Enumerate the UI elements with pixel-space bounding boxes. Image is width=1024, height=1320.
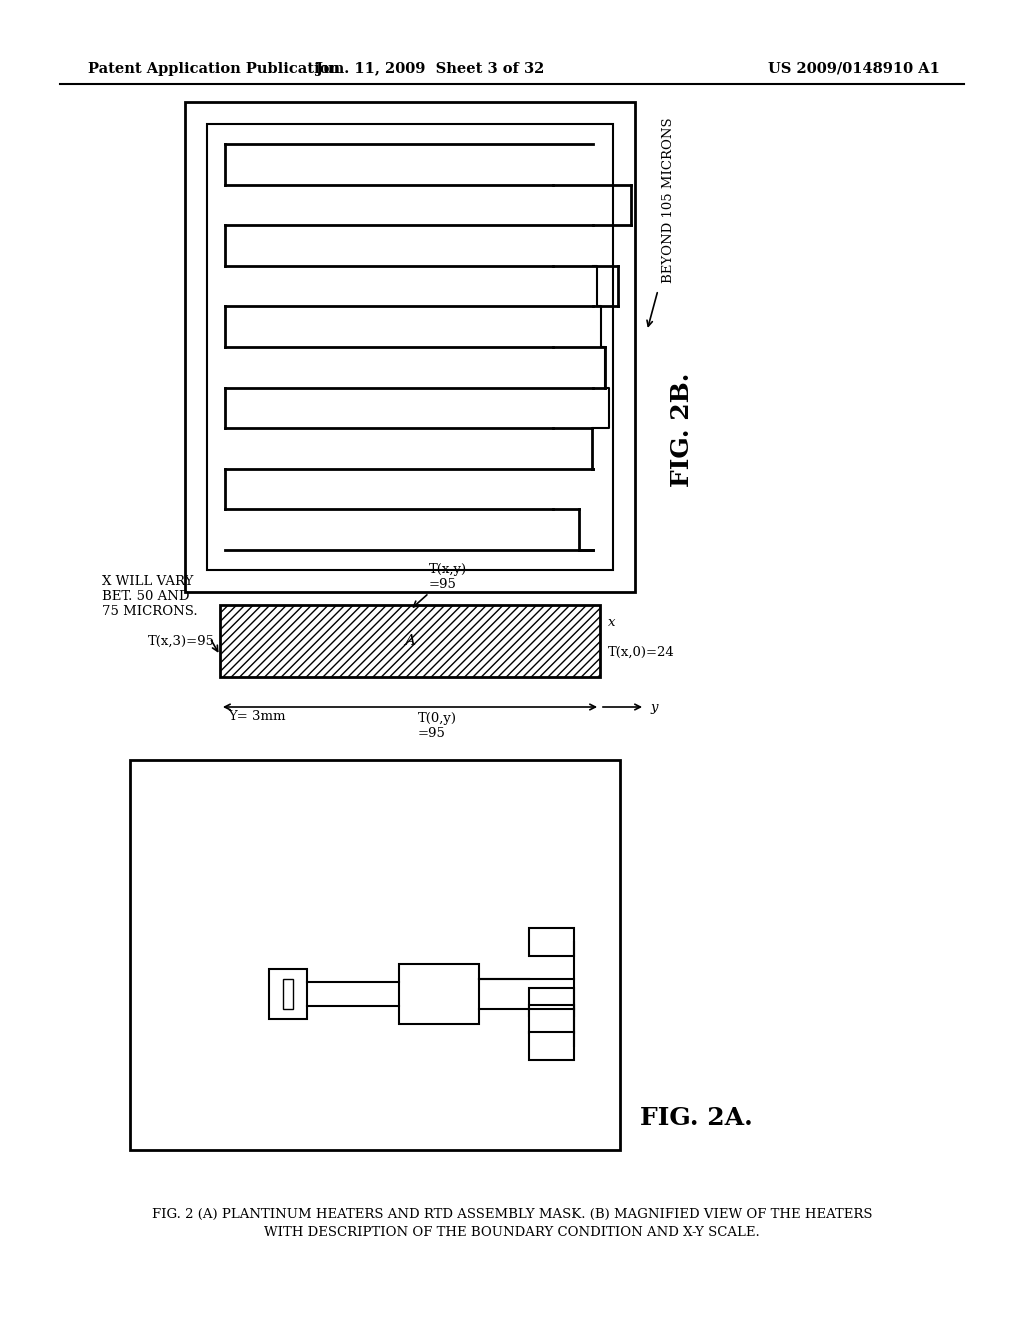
Text: y: y bbox=[650, 701, 657, 714]
Bar bbox=[130, 760, 620, 1150]
Text: A: A bbox=[404, 634, 416, 648]
Text: FIG. 2 (A) PLANTINUM HEATERS AND RTD ASSEMBLY MASK. (B) MAGNIFIED VIEW OF THE HE: FIG. 2 (A) PLANTINUM HEATERS AND RTD ASS… bbox=[152, 1208, 872, 1239]
Bar bbox=[185, 102, 635, 591]
Text: T(x,3)=95: T(x,3)=95 bbox=[148, 635, 215, 648]
Text: T(x,y)
=95: T(x,y) =95 bbox=[429, 564, 467, 591]
Bar bbox=[529, 1005, 574, 1034]
Text: X WILL VARY
BET. 50 AND
75 MICRONS.: X WILL VARY BET. 50 AND 75 MICRONS. bbox=[102, 576, 198, 618]
Text: T(0,y)
=95: T(0,y) =95 bbox=[418, 711, 457, 741]
Text: US 2009/0148910 A1: US 2009/0148910 A1 bbox=[768, 62, 940, 77]
Text: Jun. 11, 2009  Sheet 3 of 32: Jun. 11, 2009 Sheet 3 of 32 bbox=[315, 62, 544, 77]
Bar bbox=[529, 928, 574, 956]
Text: x: x bbox=[608, 616, 615, 630]
Bar bbox=[399, 964, 479, 1024]
Text: FIG. 2B.: FIG. 2B. bbox=[670, 372, 694, 487]
Text: T(x,0)=24: T(x,0)=24 bbox=[608, 645, 675, 659]
Bar bbox=[284, 979, 293, 1008]
Text: Y= 3mm: Y= 3mm bbox=[228, 710, 286, 723]
Text: Patent Application Publication: Patent Application Publication bbox=[88, 62, 340, 77]
Bar bbox=[269, 969, 307, 1019]
Bar bbox=[207, 124, 613, 570]
Text: BEYOND 105 MICRONS: BEYOND 105 MICRONS bbox=[662, 117, 675, 282]
Bar bbox=[529, 987, 574, 1016]
Bar bbox=[529, 1032, 574, 1060]
Bar bbox=[220, 605, 600, 677]
Text: FIG. 2A.: FIG. 2A. bbox=[640, 1106, 753, 1130]
